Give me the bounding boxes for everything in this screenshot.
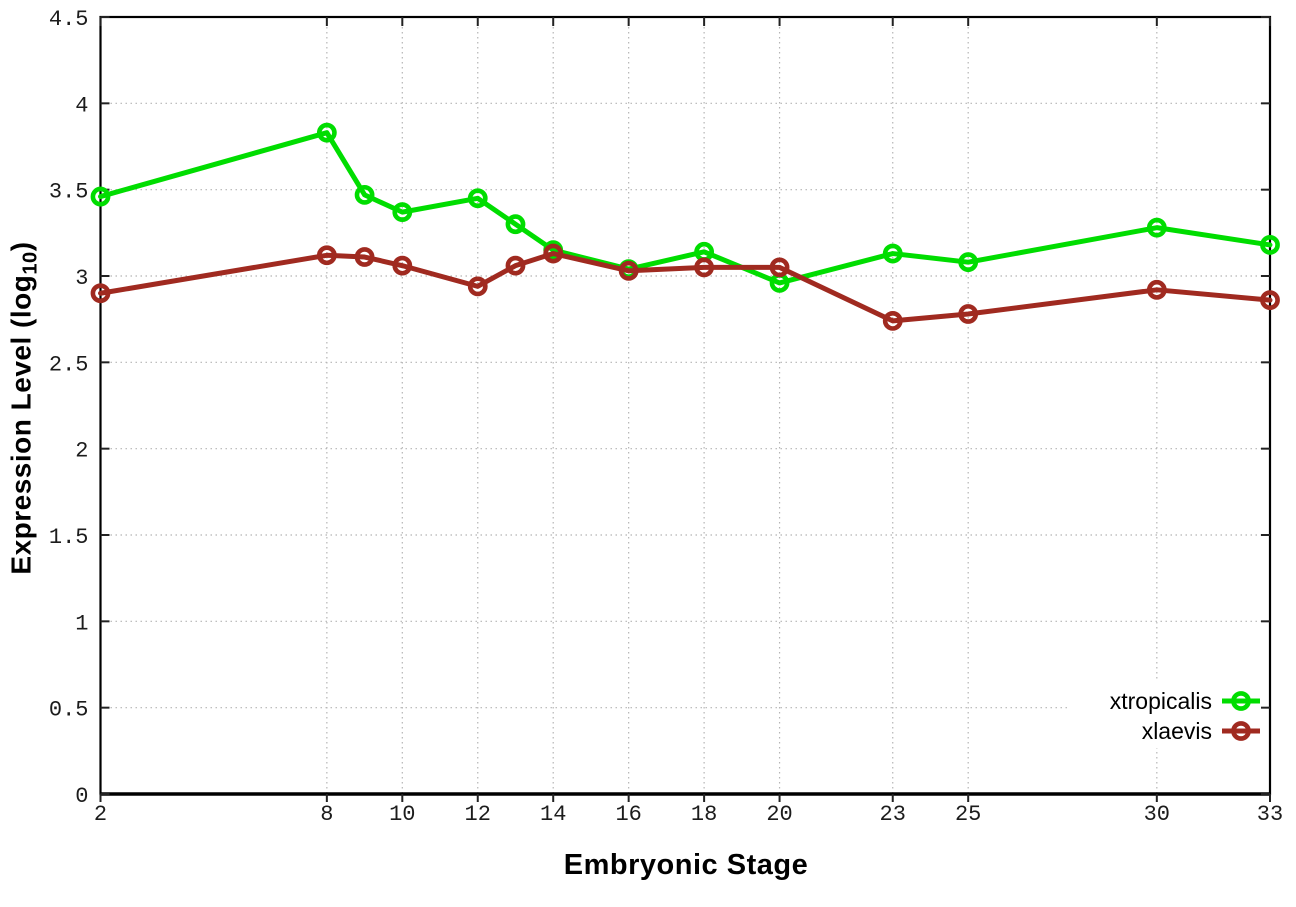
- data-point-xtropicalis-2: [90, 186, 111, 207]
- legend-background: [1068, 682, 1266, 748]
- x-axis-title: Embryonic Stage: [563, 849, 809, 881]
- data-point-xlaevis-2: [90, 283, 111, 304]
- x-tick-label-20: 20: [766, 802, 792, 827]
- data-point-xlaevis-16: [618, 260, 639, 281]
- x-tick-label-2: 2: [94, 802, 107, 827]
- data-point-xtropicalis-13: [505, 214, 526, 235]
- x-tick-label-16: 16: [615, 802, 641, 827]
- data-point-xtropicalis-33: [1260, 235, 1280, 255]
- data-point-xlaevis-25: [958, 304, 979, 324]
- data-point-xtropicalis-25: [958, 252, 979, 273]
- y-axis-title: Expression Level (log10): [6, 241, 43, 574]
- plot-border: [99, 15, 1272, 796]
- data-point-xlaevis-23: [882, 310, 903, 331]
- y-axis-title-close: ): [5, 241, 37, 252]
- series-line-xtropicalis: [98, 130, 1273, 286]
- y-tick-label-0.5: 0.5: [49, 698, 89, 723]
- data-point-xlaevis-33: [1260, 290, 1280, 311]
- y-tick-label-3: 3: [75, 266, 88, 291]
- data-point-xlaevis-18: [694, 257, 715, 278]
- data-point-xlaevis-30: [1146, 279, 1167, 300]
- legend-sample-marker-xlaevis: [1231, 721, 1251, 741]
- data-point-xtropicalis-9: [354, 184, 375, 205]
- y-axis-title-subscript: 10: [19, 251, 42, 275]
- data-point-xtropicalis-8: [316, 122, 337, 143]
- y-tick-label-0: 0: [75, 784, 88, 809]
- data-point-xlaevis-8: [316, 245, 337, 266]
- x-tick-label-30: 30: [1144, 802, 1170, 827]
- series-line-xlaevis: [98, 251, 1273, 324]
- data-point-xlaevis-12: [467, 276, 488, 297]
- legend-label-xlaevis: xlaevis: [1142, 718, 1212, 744]
- y-tick-label-4: 4: [75, 93, 88, 118]
- x-tick-label-23: 23: [880, 802, 906, 827]
- data-point-xlaevis-10: [392, 255, 413, 276]
- y-axis-title-text: Expression Level (log: [5, 274, 37, 575]
- data-point-xtropicalis-30: [1146, 217, 1167, 238]
- legend-label-xtropicalis: xtropicalis: [1110, 688, 1212, 714]
- legend-sample-marker-xtropicalis: [1231, 691, 1251, 711]
- x-tick-label-33: 33: [1257, 802, 1283, 827]
- x-tick-label-12: 12: [465, 802, 491, 827]
- y-tick-label-2.5: 2.5: [49, 352, 89, 377]
- data-point-xlaevis-9: [354, 247, 375, 267]
- data-point-xtropicalis-12: [467, 188, 488, 209]
- x-tick-label-8: 8: [320, 802, 333, 827]
- data-point-xlaevis-14: [543, 243, 564, 264]
- x-tick-label-25: 25: [955, 802, 981, 827]
- y-tick-label-2: 2: [75, 439, 88, 464]
- y-tick-label-1: 1: [75, 611, 88, 636]
- x-tick-label-10: 10: [389, 802, 415, 827]
- y-tick-label-4.5: 4.5: [49, 7, 89, 32]
- x-tick-label-14: 14: [540, 802, 566, 827]
- data-point-xtropicalis-23: [882, 243, 903, 264]
- data-point-xlaevis-13: [505, 255, 526, 276]
- data-point-xlaevis-20: [769, 257, 790, 278]
- y-tick-label-1.5: 1.5: [49, 525, 89, 550]
- x-tick-label-18: 18: [691, 802, 717, 827]
- data-point-xtropicalis-10: [392, 202, 413, 223]
- y-tick-label-3.5: 3.5: [49, 180, 89, 205]
